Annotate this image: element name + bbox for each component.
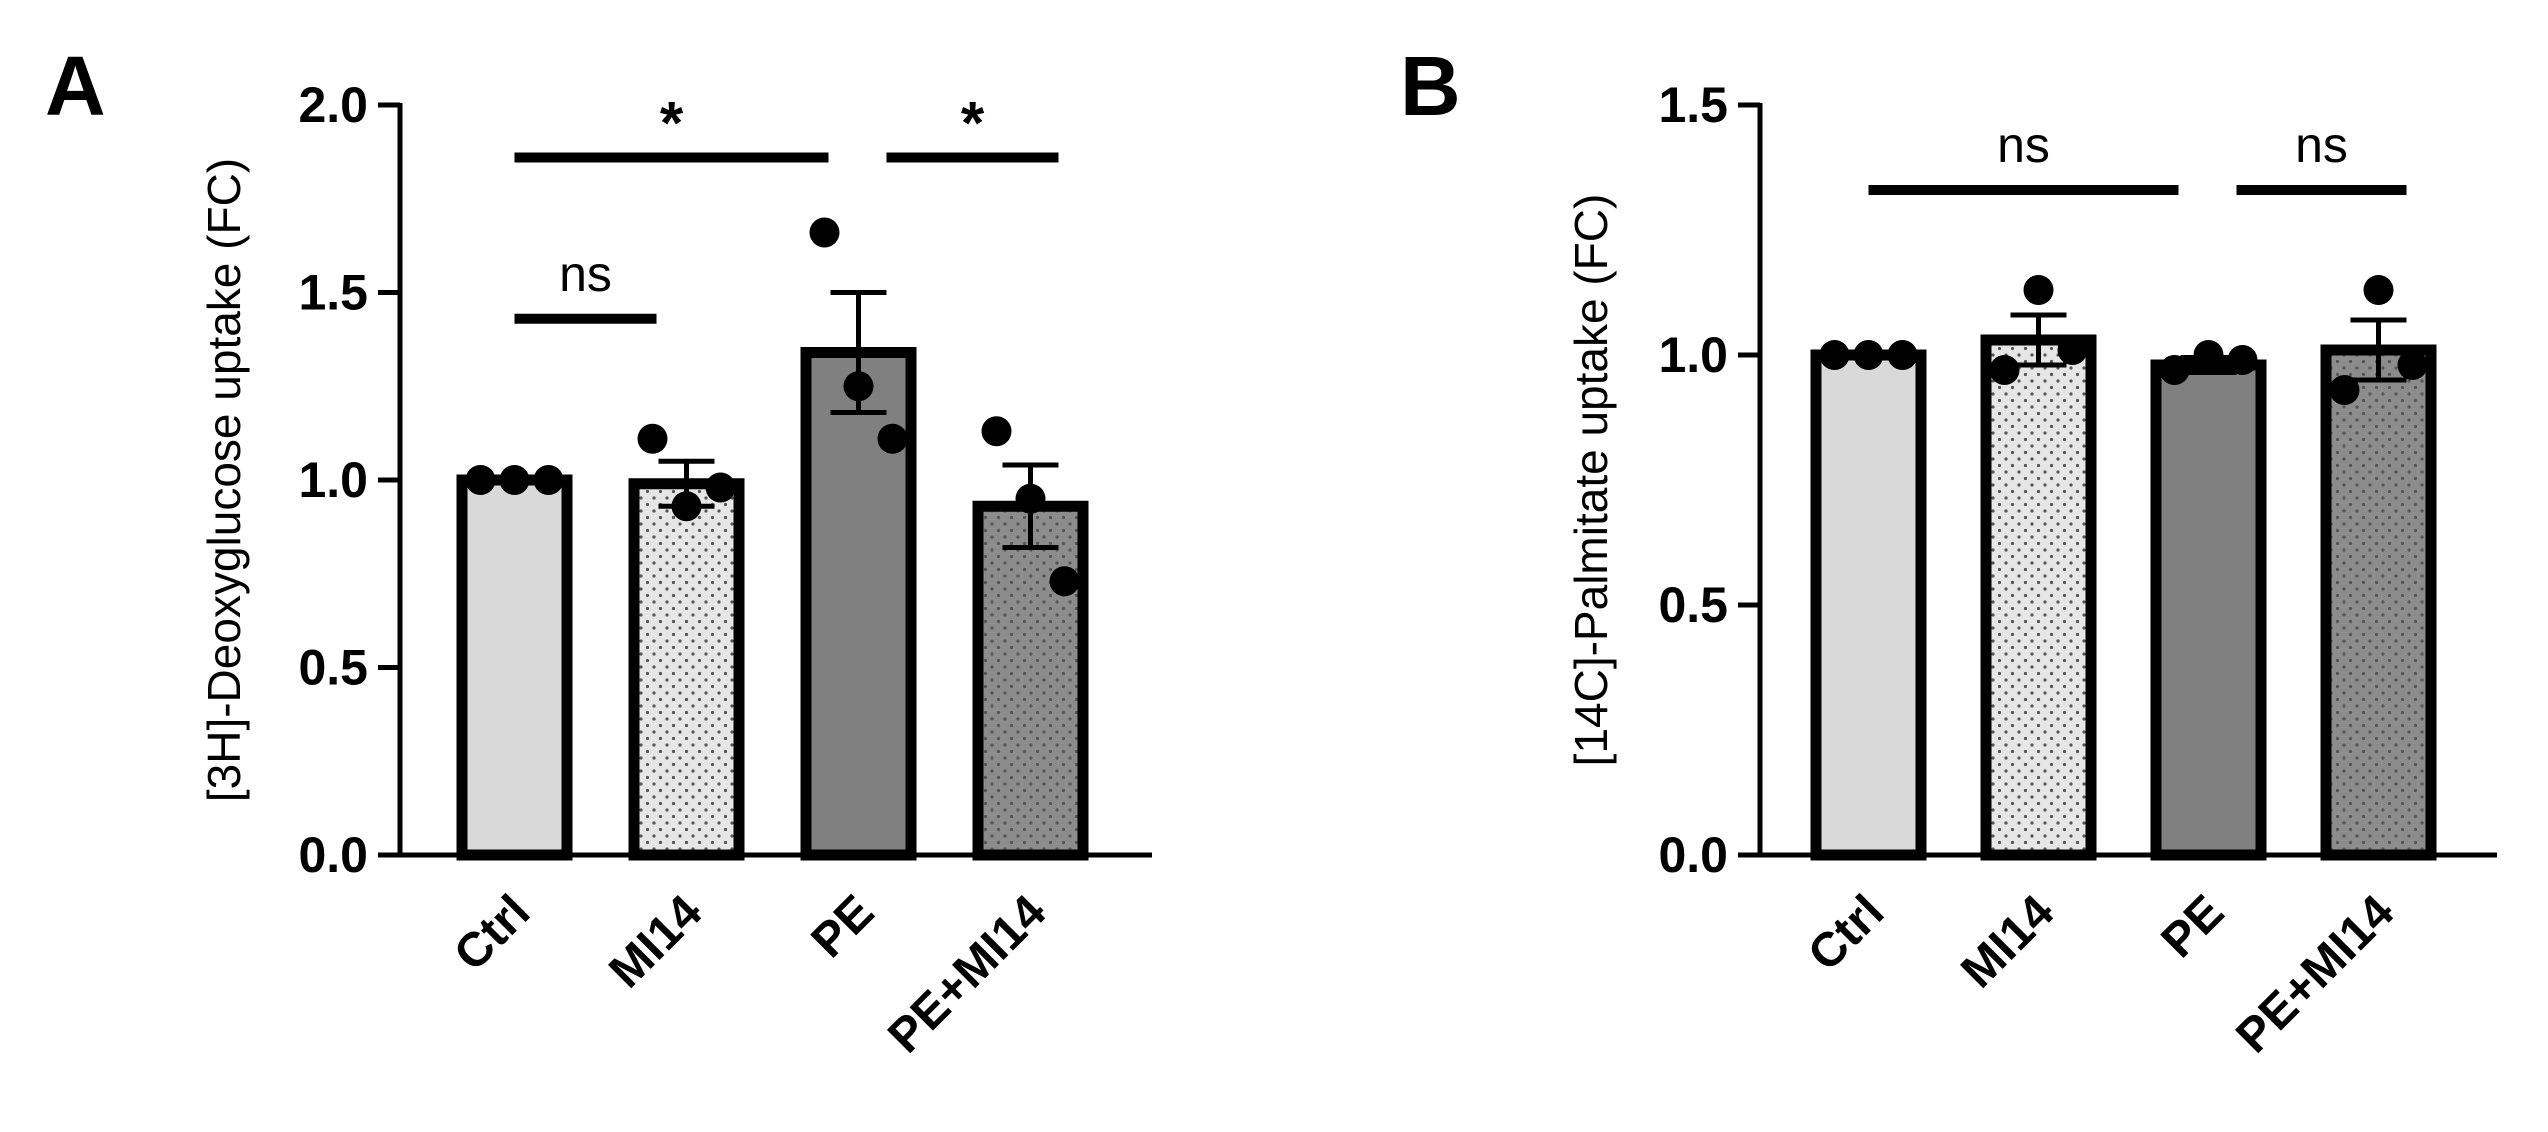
data-point [533, 465, 564, 495]
chart-panel-a: A [3H]-Deoxyglucose uptake (FC) 0.0 0.5 1.0 1… [45, 39, 1152, 1063]
x-tick-label: PE [802, 885, 885, 968]
data-point [843, 371, 874, 402]
bar-pe [2156, 365, 2261, 855]
significance-label: ns [559, 246, 612, 302]
data-point [1049, 566, 1080, 597]
y-tick-label: 1.0 [1658, 327, 1728, 383]
data-point [499, 465, 530, 495]
x-tick-label: Ctrl [1798, 885, 1894, 981]
data-point [1853, 340, 1884, 370]
panel-letter: A [45, 39, 106, 133]
data-point [1819, 340, 1850, 370]
bar-dot-pattern [978, 506, 1083, 855]
y-tick-label: 1.0 [298, 452, 368, 508]
data-point [2023, 275, 2054, 305]
significance-label: ns [2295, 117, 2348, 173]
data-point [465, 465, 496, 495]
y-tick-label: 0.5 [298, 640, 368, 696]
data-point [2397, 350, 2428, 380]
data-point [2193, 340, 2224, 370]
data-point [1887, 340, 1918, 370]
data-point [637, 423, 668, 454]
data-point [2159, 355, 2190, 385]
y-tick-label: 1.5 [1658, 77, 1728, 133]
bar-dot-pattern [2326, 350, 2431, 855]
bar-dot-pattern [634, 483, 739, 855]
data-point [2363, 275, 2394, 305]
x-tick-label: PE+MI14 [878, 885, 1056, 1063]
significance-label: * [961, 90, 985, 157]
y-axis-label: [14C]-Palmitate uptake (FC) [1565, 194, 1617, 767]
y-tick-label: 0.5 [1658, 577, 1728, 633]
significance-label: ns [1997, 117, 2050, 173]
panel-letter: B [1400, 39, 1461, 133]
x-tick-label: Ctrl [444, 885, 540, 981]
data-point [705, 472, 736, 503]
data-point [2227, 345, 2258, 375]
data-point [809, 217, 840, 248]
chart-panel-b: B [14C]-Palmitate uptake (FC) 0.0 0.5 1.0 1.5… [1400, 39, 2497, 1063]
y-tick-label: 0.0 [298, 827, 368, 883]
bar-ctrl [462, 480, 567, 855]
y-tick-label: 0.0 [1658, 827, 1728, 883]
x-tick-label: PE [2152, 885, 2235, 968]
y-axis-label: [3H]-Deoxyglucose uptake (FC) [198, 158, 250, 802]
data-point [1015, 483, 1046, 514]
data-point [877, 423, 908, 454]
data-point [2057, 335, 2088, 365]
data-point [981, 416, 1012, 447]
bar-dot-pattern [1986, 340, 2091, 855]
significance-label: * [660, 90, 684, 157]
data-point [1989, 355, 2020, 385]
x-tick-label: PE+MI14 [2226, 885, 2404, 1063]
x-tick-label: MI14 [1951, 885, 2064, 998]
y-tick-label: 2.0 [298, 77, 368, 133]
data-point [2329, 375, 2360, 405]
x-tick-label: MI14 [599, 885, 712, 998]
data-point [671, 491, 702, 522]
y-tick-label: 1.5 [298, 265, 368, 321]
bar-ctrl [1816, 355, 1921, 855]
